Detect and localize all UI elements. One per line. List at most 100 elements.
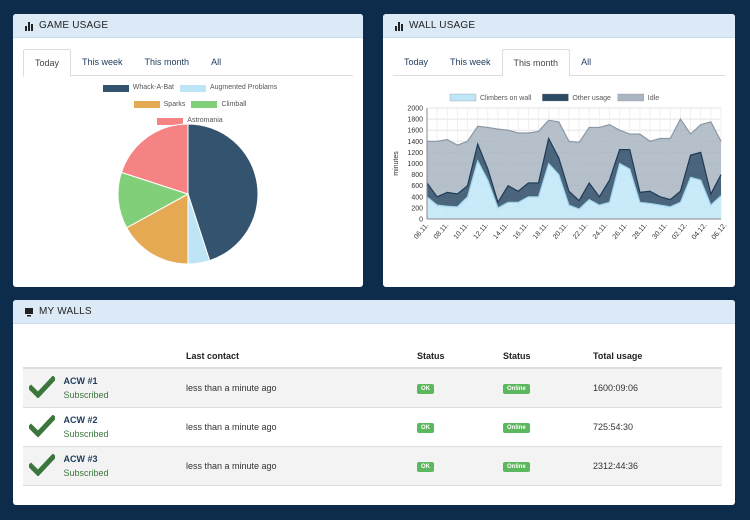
wall-usage-header: WALL USAGE bbox=[383, 14, 735, 38]
y-tick-label: 2000 bbox=[407, 106, 423, 113]
checkmark-icon bbox=[27, 375, 57, 400]
x-tick-label: 26.11. bbox=[612, 222, 630, 241]
col-total-usage: Total usage bbox=[593, 345, 722, 369]
game-usage-panel: GAME USAGE Today This week This month Al… bbox=[13, 14, 363, 287]
pie-slice[interactable] bbox=[187, 123, 259, 262]
bar-chart-icon bbox=[24, 21, 34, 31]
pie-slice[interactable] bbox=[125, 193, 189, 265]
pie-slice[interactable] bbox=[120, 123, 189, 195]
walls-table: Last contact Status Status Total usage A… bbox=[23, 345, 722, 486]
tab-this-week[interactable]: This week bbox=[82, 57, 123, 67]
legend-swatch bbox=[179, 84, 206, 92]
status-badge: OK bbox=[417, 422, 434, 433]
tab-this-month[interactable]: This month bbox=[144, 57, 190, 67]
area-series[interactable] bbox=[427, 138, 721, 210]
x-tick-label: 12.11. bbox=[473, 222, 491, 241]
legend-label: Climbers on wall bbox=[480, 95, 532, 102]
series-line bbox=[426, 136, 722, 204]
y-tick-label: 1400 bbox=[407, 139, 423, 146]
legend-item[interactable]: Other usage bbox=[542, 93, 611, 102]
y-axis-label: minutes bbox=[393, 151, 400, 176]
table-row[interactable]: ACW #1 Subscribed less than a minute ago… bbox=[23, 368, 722, 408]
tab-today[interactable]: Today bbox=[404, 57, 429, 67]
total-usage: 2312:44:36 bbox=[593, 446, 722, 486]
legend-swatch bbox=[542, 93, 569, 102]
tab-this-week[interactable]: This week bbox=[450, 57, 491, 67]
x-tick-label: 08.11. bbox=[433, 222, 451, 241]
legend-swatch bbox=[133, 101, 160, 108]
my-walls-title: MY WALLS bbox=[39, 306, 92, 317]
tab-all[interactable]: All bbox=[581, 57, 592, 67]
status-badge: OK bbox=[417, 461, 434, 472]
col-status: Status bbox=[417, 345, 503, 369]
x-tick-label: 18.11. bbox=[532, 222, 550, 241]
legend-item[interactable]: Astromania bbox=[157, 114, 223, 128]
legend-swatch bbox=[157, 117, 184, 125]
wall-usage-tabs: Today This week This month All bbox=[393, 49, 725, 77]
legend-item[interactable]: Climbers on wall bbox=[449, 93, 532, 102]
x-tick-label: 22.11. bbox=[572, 222, 590, 241]
x-tick-label: 24.11. bbox=[592, 222, 610, 241]
legend-label: Idle bbox=[648, 95, 659, 102]
monitor-icon bbox=[24, 307, 34, 317]
y-tick-label: 1000 bbox=[407, 161, 423, 168]
wall-name-cell: ACW #2 Subscribed bbox=[23, 407, 186, 447]
col-name bbox=[23, 345, 186, 369]
x-tick-label: 04.12. bbox=[691, 222, 709, 241]
y-tick-label: 600 bbox=[411, 183, 423, 190]
legend-label: Astromania bbox=[187, 117, 223, 124]
total-usage: 725:54:30 bbox=[593, 407, 722, 447]
total-usage: 1600:09:06 bbox=[593, 368, 722, 408]
legend-item[interactable]: Idle bbox=[617, 93, 659, 102]
wall-name[interactable]: ACW #2 bbox=[63, 414, 98, 425]
online-badge: Online bbox=[503, 383, 530, 394]
x-tick-label: 06.12. bbox=[711, 222, 729, 241]
wall-subscription: Subscribed bbox=[63, 389, 109, 400]
table-row[interactable]: ACW #2 Subscribed less than a minute ago… bbox=[23, 407, 722, 447]
online-badge: Online bbox=[503, 461, 530, 472]
last-contact: less than a minute ago bbox=[186, 368, 417, 408]
pie-slice[interactable] bbox=[117, 171, 190, 229]
col-status-online: Status bbox=[503, 345, 593, 369]
last-contact: less than a minute ago bbox=[186, 407, 417, 447]
col-last-contact: Last contact bbox=[186, 345, 417, 369]
pie-legend: Whack-A-Bat Augmented Problams Sparks Climb… bbox=[93, 81, 293, 131]
wall-name-cell: ACW #3 Subscribed bbox=[23, 446, 186, 486]
table-header-row: Last contact Status Status Total usage bbox=[23, 345, 722, 369]
tab-all[interactable]: All bbox=[211, 57, 222, 67]
table-row[interactable]: ACW #3 Subscribed less than a minute ago… bbox=[23, 446, 722, 486]
x-tick-label: 16.11. bbox=[512, 222, 530, 241]
area-chart: Climbers on wall Other usage Idle 0 200 400 60… bbox=[393, 93, 729, 241]
checkmark-icon bbox=[27, 452, 57, 478]
x-tick-label: 10.11. bbox=[453, 222, 471, 241]
series-line bbox=[427, 117, 722, 146]
x-tick-label: 02.12. bbox=[671, 222, 689, 241]
x-tick-label: 14.11. bbox=[492, 222, 510, 241]
legend-item[interactable]: Augmented Problams bbox=[179, 81, 277, 95]
bar-chart-icon bbox=[394, 21, 404, 31]
wall-name[interactable]: ACW #3 bbox=[63, 453, 98, 464]
game-usage-tabs: Today This week This month All bbox=[23, 49, 353, 77]
legend-label: Whack-A-Bat bbox=[132, 84, 174, 91]
x-tick-label: 30.11. bbox=[651, 222, 669, 241]
area-series[interactable] bbox=[427, 160, 721, 219]
legend-item[interactable]: Sparks bbox=[133, 98, 185, 112]
legend-label: Other usage bbox=[572, 95, 611, 102]
game-usage-header: GAME USAGE bbox=[13, 14, 363, 38]
y-tick-label: 1200 bbox=[407, 150, 423, 157]
legend-item[interactable]: Climball bbox=[191, 98, 246, 112]
wall-name[interactable]: ACW #1 bbox=[63, 375, 98, 386]
legend-swatch bbox=[102, 84, 129, 92]
my-walls-header: MY WALLS bbox=[13, 300, 735, 324]
checkmark-icon bbox=[27, 413, 57, 439]
legend-item[interactable]: Whack-A-Bat bbox=[102, 81, 174, 95]
tab-today[interactable]: Today bbox=[23, 49, 72, 77]
x-tick-label: 28.11. bbox=[632, 222, 650, 241]
legend-swatch bbox=[191, 101, 218, 108]
game-usage-title: GAME USAGE bbox=[39, 20, 109, 31]
y-tick-label: 400 bbox=[411, 194, 423, 201]
last-contact: less than a minute ago bbox=[186, 446, 417, 486]
wall-subscription: Subscribed bbox=[63, 428, 109, 439]
tab-this-month[interactable]: This month bbox=[501, 49, 571, 77]
wall-usage-panel: WALL USAGE Today This week This month Al… bbox=[383, 14, 735, 287]
